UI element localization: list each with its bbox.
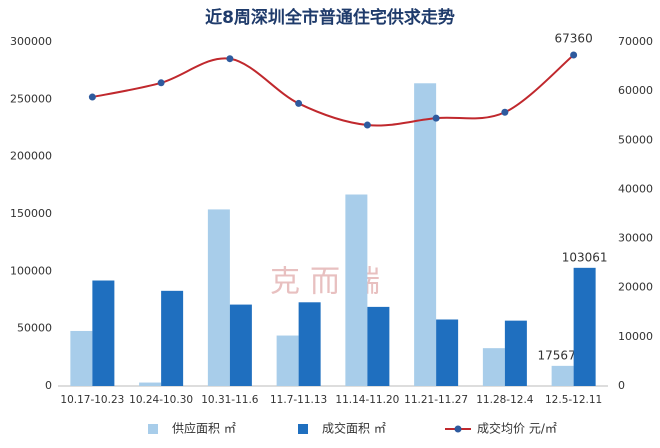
marker [501,108,509,116]
data-label: 103061 [562,250,608,264]
bar [92,280,115,386]
bar [414,83,437,386]
y-tick-label: 0 [45,379,52,392]
y-tick-label: 200000 [10,150,52,163]
bar [161,290,184,386]
y2-tick-label: 0 [618,379,625,392]
y-tick-label: 150000 [10,207,52,220]
y-tick-label: 50000 [17,322,52,335]
y2-tick-label: 20000 [618,281,653,294]
x-tick-label: 10.31-11.6 [201,394,259,406]
legend-marker [454,425,462,433]
bar [70,330,93,386]
marker [295,99,303,107]
y2-tick-label: 40000 [618,182,653,195]
bar [482,348,505,386]
bar [139,382,162,386]
y-tick-label: 250000 [10,92,52,105]
legend-swatch [298,424,308,434]
x-tick-label: 11.7-11.13 [270,394,327,406]
x-tick-label: 12.5-12.11 [545,394,602,406]
bar [551,365,574,386]
marker [432,114,440,122]
y-tick-label: 300000 [10,35,52,48]
bar [504,320,527,386]
legend-label: 供应面积 ㎡ [172,421,236,436]
bar [298,302,321,386]
x-tick-label: 10.17-10.23 [60,394,124,406]
marker [157,79,165,87]
y2-tick-label: 60000 [618,84,653,97]
bar [573,267,596,386]
marker [226,55,234,63]
bar [276,335,299,386]
marker [88,93,96,101]
legend-label: 成交面积 ㎡ [322,421,386,436]
legend-label: 成交均价 元/㎡ [477,421,557,436]
bar [436,319,459,386]
chart-title: 近8周深圳全市普通住宅供求走势 [205,7,455,28]
x-tick-label: 11.14-11.20 [335,394,399,406]
legend-swatch [148,424,158,434]
x-tick-label: 11.28-12.4 [476,394,534,406]
line [92,54,575,127]
x-tick-label: 10.24-10.30 [129,394,193,406]
y2-tick-label: 10000 [618,330,653,343]
y2-tick-label: 50000 [618,133,653,146]
y-tick-label: 100000 [10,264,52,277]
bar [229,304,252,386]
data-label: 17567 [538,348,576,362]
marker [363,121,371,129]
watermark: 克而瑞 [270,265,390,300]
y2-tick-label: 70000 [618,35,653,48]
bar [367,306,390,386]
x-tick-label: 11.21-11.27 [404,394,468,406]
marker [570,51,578,59]
y2-tick-label: 30000 [618,232,653,245]
bar [345,194,368,386]
data-label: 67360 [555,31,593,45]
bar [207,209,230,386]
